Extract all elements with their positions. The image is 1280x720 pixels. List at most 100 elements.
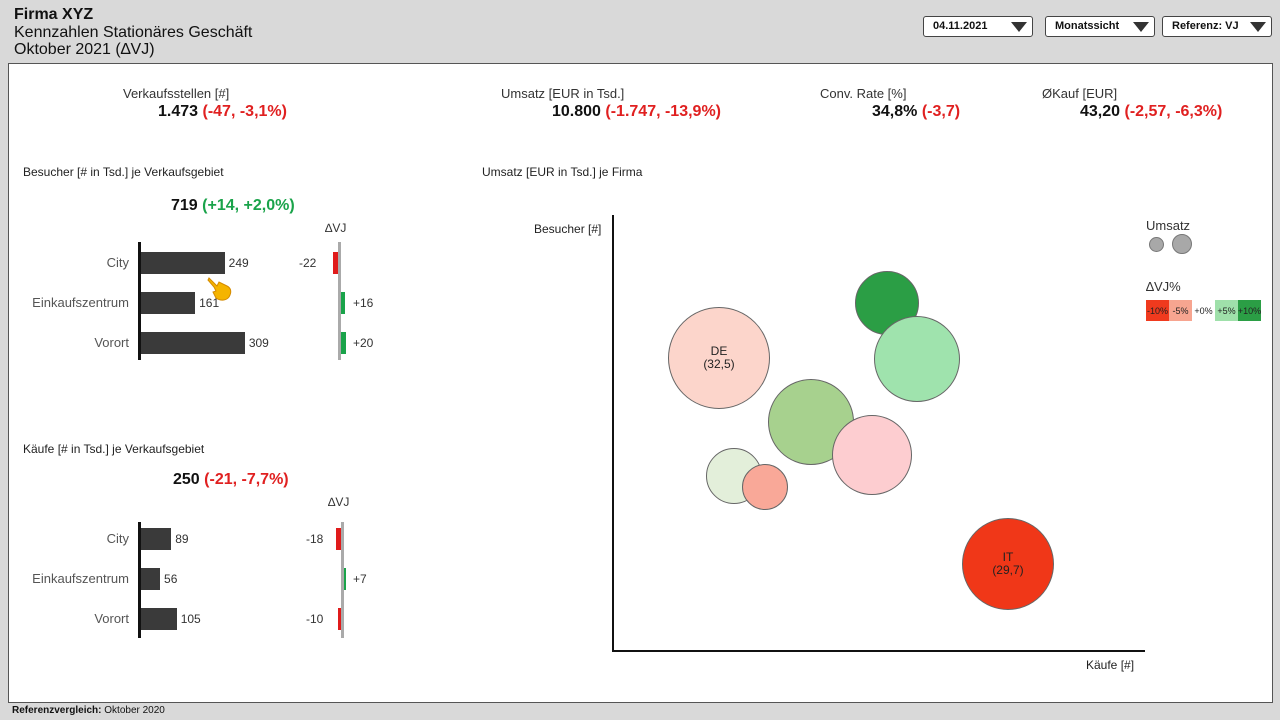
- bubble-chart-title: Umsatz [EUR in Tsd.] je Firma: [482, 165, 643, 179]
- kpi-label-avg-kauf: ØKauf [EUR]: [1042, 86, 1118, 101]
- bubble-label: DE: [710, 344, 728, 358]
- header: Firma XYZ Kennzahlen Stationäres Geschäf…: [0, 0, 1280, 62]
- dvj-bar: [338, 608, 341, 630]
- bar-value: 249: [228, 256, 249, 270]
- category-label: City: [106, 255, 129, 270]
- category-label: Vorort: [94, 611, 129, 626]
- bar-value: 89: [175, 532, 189, 546]
- category-label: Einkaufszentrum: [32, 295, 129, 310]
- dvj-value: +20: [353, 336, 374, 350]
- dvj-value: +7: [353, 572, 367, 586]
- chevron-down-icon: [1250, 22, 1266, 32]
- chevron-down-icon: [1011, 22, 1027, 32]
- dvj-value: +16: [353, 296, 374, 310]
- bar-value: 105: [180, 612, 201, 626]
- bubble[interactable]: [832, 415, 912, 495]
- dashboard-panel: Verkaufsstellen [#] 1.473 (-47, -3,1%) U…: [8, 63, 1273, 703]
- dvj-value: -10: [306, 612, 324, 626]
- bar-value: 161: [199, 296, 220, 310]
- bar-value: 56: [164, 572, 178, 586]
- bubble-value: (32,5): [703, 357, 735, 371]
- reference-dropdown[interactable]: Referenz: VJ: [1162, 16, 1272, 37]
- legend-color-swatch: -5%: [1169, 300, 1192, 321]
- legend-size-title: Umsatz: [1146, 218, 1191, 233]
- kaeufe-total-delta: (-21, -7,7%): [204, 471, 289, 488]
- kpi-value-umsatz: 10.800 (-1.747, -13,9%): [552, 103, 721, 121]
- dvj-value: -22: [299, 256, 317, 270]
- bubble-x-axis: [612, 650, 1145, 652]
- legend-size-large-dot: [1172, 234, 1192, 254]
- date-dropdown[interactable]: 04.11.2021: [923, 16, 1033, 37]
- kpi-label-conv-rate: Conv. Rate [%]: [820, 86, 907, 101]
- kpi-number: 10.800: [552, 103, 601, 120]
- kaeufe-total-value: 250: [173, 471, 200, 488]
- footer-label: Referenzvergleich:: [12, 705, 102, 716]
- kpi-value-conv-rate: 34,8% (-3,7): [872, 103, 960, 121]
- dvj-bar: [335, 528, 341, 550]
- kaeufe-total: 250 (-21, -7,7%): [173, 471, 289, 489]
- legend-color-swatch: +5%: [1215, 300, 1238, 321]
- hand-pointer-icon: [207, 277, 232, 301]
- bar: [141, 252, 225, 274]
- kpi-delta: (-2,57, -6,3%): [1124, 103, 1223, 120]
- kaeufe-dvj-header: ∆VJ: [328, 495, 350, 509]
- legend-color-scale: -10% -5% +0% +5% +10%: [1146, 300, 1262, 321]
- legend-color-swatch: +0%: [1192, 300, 1215, 321]
- bubble-value: (29,7): [992, 563, 1024, 577]
- kpi-number: 1.473: [158, 103, 199, 120]
- view-dropdown-value: Monatssicht: [1055, 20, 1120, 32]
- dvj-bar: [341, 332, 346, 354]
- dvj-value: -18: [306, 532, 324, 546]
- bubble[interactable]: [874, 316, 960, 402]
- bubble[interactable]: [742, 464, 788, 510]
- bar-value: 309: [248, 336, 269, 350]
- kpi-label-umsatz: Umsatz [EUR in Tsd.]: [501, 86, 625, 101]
- bar: [141, 332, 245, 354]
- bar-axis: [138, 522, 141, 638]
- dvj-bar: [341, 292, 345, 314]
- besucher-total-delta: (+14, +2,0%): [202, 197, 295, 214]
- bubble-x-axis-label: Käufe [#]: [1086, 658, 1135, 672]
- dashboard-subtitle: Kennzahlen Stationäres Geschäft: [14, 24, 253, 41]
- bubble-label: IT: [1002, 550, 1014, 564]
- kpi-number: 34,8%: [872, 103, 918, 120]
- legend-size-small-dot: [1149, 237, 1164, 252]
- category-label: City: [106, 531, 129, 546]
- bubble-it[interactable]: IT (29,7): [962, 518, 1054, 610]
- legend-color-swatch: +10%: [1238, 300, 1261, 321]
- bar-axis: [138, 242, 141, 360]
- bar: [141, 568, 161, 590]
- bar: [141, 292, 196, 314]
- kpi-value-verkaufsstellen: 1.473 (-47, -3,1%): [158, 103, 287, 121]
- legend-color-title: ∆VJ%: [1146, 279, 1181, 294]
- kpi-delta: (-3,7): [921, 103, 961, 120]
- company-name: Firma XYZ: [14, 6, 94, 23]
- category-label: Vorort: [94, 335, 129, 350]
- besucher-dvj-header: ∆VJ: [325, 221, 347, 235]
- dvj-axis: [341, 522, 344, 638]
- bar: [141, 528, 172, 550]
- footer-value: Oktober 2020: [104, 705, 165, 716]
- kaeufe-title: Käufe [# in Tsd.] je Verkaufsgebiet: [23, 442, 205, 456]
- kpi-number: 43,20: [1080, 103, 1121, 120]
- bubble-y-axis: [612, 215, 614, 651]
- besucher-title: Besucher [# in Tsd.] je Verkaufsgebiet: [23, 165, 224, 179]
- chevron-down-icon: [1133, 22, 1149, 32]
- view-dropdown[interactable]: Monatssicht: [1045, 16, 1155, 37]
- category-label: Einkaufszentrum: [32, 571, 129, 586]
- dvj-bar: [332, 252, 338, 274]
- kpi-label-verkaufsstellen: Verkaufsstellen [#]: [123, 86, 230, 101]
- besucher-total: 719 (+14, +2,0%): [171, 197, 295, 215]
- kpi-value-avg-kauf: 43,20 (-2,57, -6,3%): [1080, 103, 1222, 121]
- dvj-axis: [338, 242, 341, 360]
- reference-dropdown-value: Referenz: VJ: [1172, 20, 1239, 32]
- bar: [141, 608, 177, 630]
- legend-color-swatch: -10%: [1146, 300, 1169, 321]
- date-dropdown-value: 04.11.2021: [933, 20, 988, 32]
- dvj-bar: [344, 568, 347, 590]
- kpi-delta: (-1.747, -13,9%): [605, 103, 721, 120]
- footer: Referenzvergleich: Oktober 2020: [12, 705, 165, 716]
- bubble-de[interactable]: DE (32,5): [668, 307, 770, 409]
- besucher-total-value: 719: [171, 197, 198, 214]
- kpi-delta: (-47, -3,1%): [202, 103, 287, 120]
